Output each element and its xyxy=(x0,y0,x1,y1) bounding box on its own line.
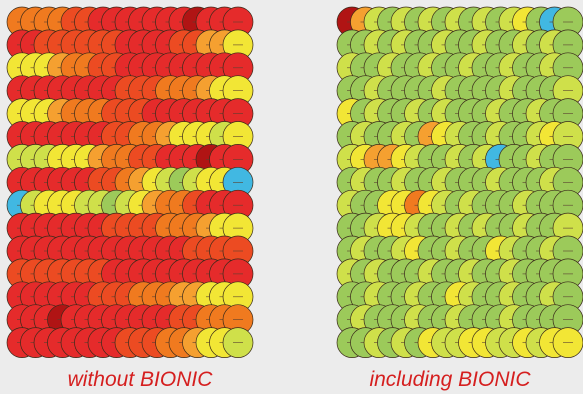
caption-including-bionic: including BIONIC xyxy=(369,368,531,391)
panel-without-bionic xyxy=(6,6,254,358)
panel-including-bionic xyxy=(336,6,583,358)
caption-without-bionic: without BIONIC xyxy=(67,368,213,391)
